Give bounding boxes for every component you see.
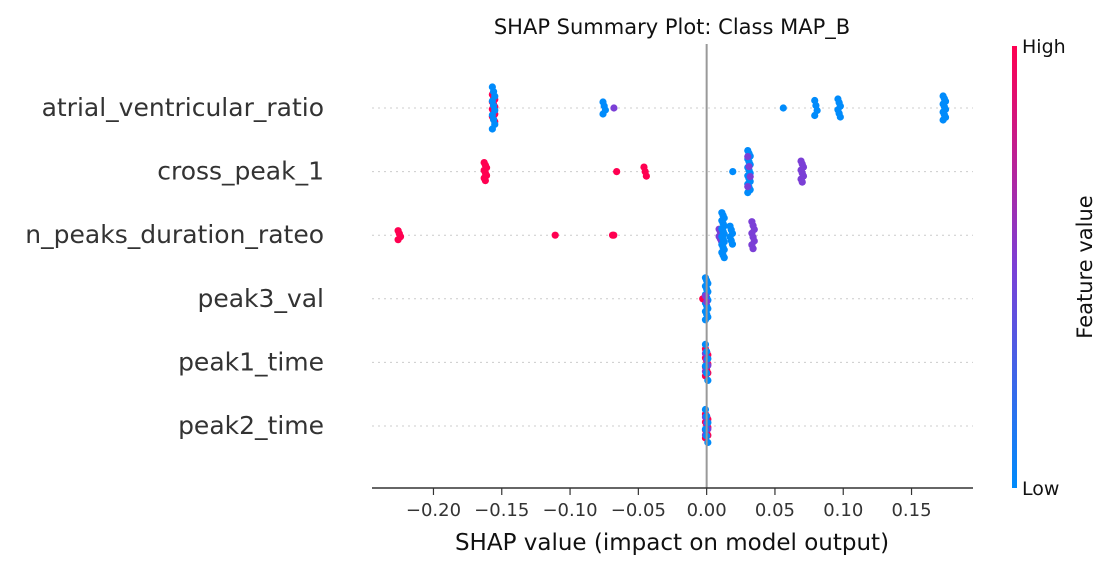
shap-point [836,113,844,121]
shap-point [701,362,710,370]
x-axis: −0.20 −0.15 −0.10 −0.05 0.00 0.05 0.10 0.15 [372,487,973,521]
shap-point [551,231,559,239]
shap-point [746,173,754,181]
shap-point [704,419,712,427]
shap-point [749,245,757,253]
feature-label: cross_peak_1 [157,157,324,186]
shap-point [704,355,712,363]
shap-point [481,177,489,185]
shap-point [701,340,710,348]
shap-point [744,183,752,191]
x-tick-label: 0.10 [823,500,863,521]
shap-point [701,292,710,300]
shap-point [720,254,728,262]
feature-label: peak2_time [178,411,324,440]
shap-point [610,231,618,239]
shap-point [394,236,402,244]
feature-label: atrial_ventricular_ratio [42,93,324,122]
shap-point [613,168,621,176]
colorbar-title: Feature value [1073,195,1097,338]
chart-title: SHAP Summary Plot: Class MAP_B [494,15,850,40]
shap-point [728,240,737,248]
x-tick-label: −0.20 [406,500,461,521]
shap-point [744,153,752,161]
shap-point [701,425,710,433]
shap-point [811,111,819,120]
shap-point [642,172,650,180]
shap-point [599,110,607,118]
shap-point [744,189,752,197]
shap-point [939,116,947,124]
colorbar-high-label: High [1022,36,1066,58]
x-axis-label: SHAP value (impact on model output) [455,530,889,556]
shap-point [610,104,618,112]
shap-point [701,405,710,414]
x-tick-label: 0.15 [891,500,931,521]
feature-label: n_peaks_duration_rateo [25,220,324,249]
x-tick-label: 0.00 [687,500,727,521]
feature-label: peak3_val [197,284,324,313]
x-tick-label: −0.15 [474,500,529,521]
colorbar-low-label: Low [1022,478,1059,500]
shap-point [704,438,712,447]
shap-point [729,168,737,176]
colorbar-gradient [1012,46,1017,488]
shap-point [798,178,806,186]
shap-point [701,316,710,324]
points-layer [394,83,950,447]
feature-label: peak1_time [178,347,324,376]
shap-point [745,163,753,171]
feature-rows: atrial_ventricular_ratio cross_peak_1 n_pe… [25,93,973,440]
shap-point [488,125,496,133]
x-tick-label: 0.05 [755,500,795,521]
x-tick-label: −0.10 [542,500,597,521]
shap-point [704,376,712,384]
shap-point [779,104,787,112]
colorbar: High Low Feature value [1012,36,1097,500]
x-tick-label: −0.05 [611,500,666,521]
